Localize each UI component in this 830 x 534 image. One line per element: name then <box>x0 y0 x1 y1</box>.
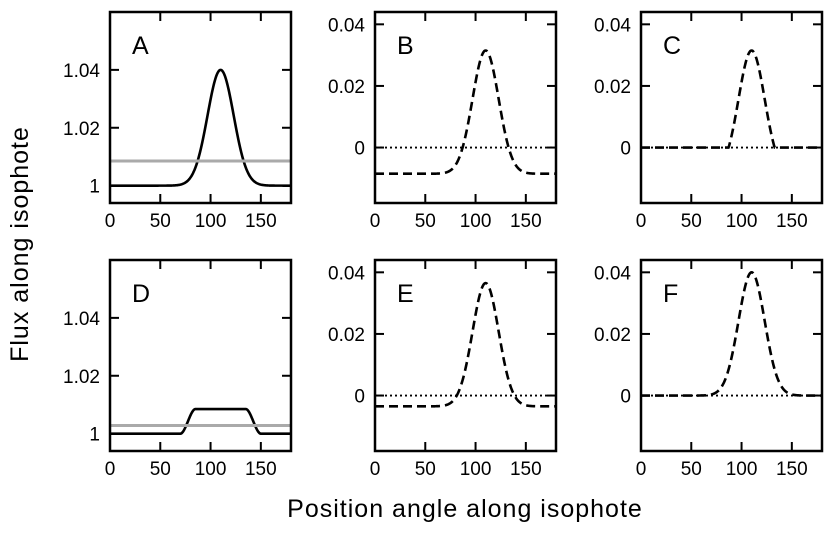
ytick-label-f-0: 0 <box>620 387 631 408</box>
series-group-e <box>375 281 556 408</box>
panel-label-c: C <box>663 32 681 60</box>
xtick-label-f-0: 0 <box>636 459 647 480</box>
frame-d <box>108 258 293 453</box>
ytick-label-e-0: 0 <box>354 387 365 408</box>
ytick-label-c-2: 0.04 <box>594 15 631 36</box>
panel-label-b: B <box>397 32 414 60</box>
ytick-label-d-2: 1.04 <box>63 309 100 330</box>
xtick-label-b-0: 0 <box>370 211 381 232</box>
xtick-label-d-2: 100 <box>195 459 227 480</box>
ytick-label-d-1: 1.02 <box>63 367 100 388</box>
series-group-d <box>110 407 291 435</box>
panel-label-a: A <box>132 32 149 60</box>
ytick-label-c-0: 0 <box>620 139 631 160</box>
xtick-label-e-3: 150 <box>510 459 542 480</box>
xtick-label-e-2: 100 <box>460 459 492 480</box>
ytick-label-b-2: 0.04 <box>328 15 365 36</box>
xtick-label-e-0: 0 <box>370 459 381 480</box>
xtick-label-d-1: 50 <box>150 459 171 480</box>
ytick-label-a-1: 1.02 <box>63 119 100 140</box>
frame-b <box>373 10 558 205</box>
xtick-label-f-1: 50 <box>681 459 702 480</box>
xtick-label-a-2: 100 <box>195 211 227 232</box>
xtick-label-c-0: 0 <box>636 211 647 232</box>
series-a-1 <box>110 68 291 187</box>
panel-b: 0 50 100 150 0 0.02 0.04 B <box>328 10 558 232</box>
frame-a <box>108 10 293 205</box>
xtick-label-b-2: 100 <box>460 211 492 232</box>
panel-f: 0 50 100 150 0 0.02 0.04 F <box>594 258 824 480</box>
ytick-label-a-0: 1 <box>89 177 100 198</box>
xtick-label-a-0: 0 <box>105 211 116 232</box>
panel-c: 0 50 100 150 0 0.02 0.04 C <box>594 10 824 232</box>
xtick-label-f-3: 150 <box>776 459 808 480</box>
series-b-1 <box>375 49 556 176</box>
xtick-label-f-2: 100 <box>726 459 758 480</box>
y-axis-title: Flux along isophote <box>6 126 34 362</box>
series-e-1 <box>375 281 556 408</box>
panel-label-d: D <box>132 280 150 308</box>
xtick-label-c-2: 100 <box>726 211 758 232</box>
series-d-1 <box>110 407 291 435</box>
ytick-label-e-2: 0.04 <box>328 263 365 284</box>
xtick-label-d-0: 0 <box>105 459 116 480</box>
xtick-label-c-1: 50 <box>681 211 702 232</box>
frame-f <box>639 258 824 453</box>
x-axis-title: Position angle along isophote <box>287 495 643 523</box>
ytick-label-f-2: 0.04 <box>594 263 631 284</box>
series-group-f <box>641 270 822 397</box>
ytick-label-c-1: 0.02 <box>594 77 631 98</box>
series-group-c <box>641 49 822 149</box>
xtick-label-e-1: 50 <box>415 459 436 480</box>
ytick-label-f-1: 0.02 <box>594 325 631 346</box>
xtick-label-b-1: 50 <box>415 211 436 232</box>
series-group-b <box>375 49 556 176</box>
frame-c <box>639 10 824 205</box>
ytick-label-a-2: 1.04 <box>63 61 100 82</box>
panel-d: 0 50 100 150 1 1.02 1.04 D <box>63 258 293 480</box>
ytick-label-d-0: 1 <box>89 425 100 446</box>
panel-label-e: E <box>397 280 414 308</box>
xtick-label-a-3: 150 <box>245 211 277 232</box>
xtick-label-c-3: 150 <box>776 211 808 232</box>
xtick-label-b-3: 150 <box>510 211 542 232</box>
series-c-1 <box>641 49 822 149</box>
ytick-label-b-1: 0.02 <box>328 77 365 98</box>
series-group-a <box>110 68 291 187</box>
panel-label-f: F <box>663 280 678 308</box>
xtick-label-d-3: 150 <box>245 459 277 480</box>
panel-a: 0 50 100 150 1 1.02 1.04 A <box>63 10 293 232</box>
xtick-label-a-1: 50 <box>150 211 171 232</box>
ytick-label-b-0: 0 <box>354 139 365 160</box>
panel-e: 0 50 100 150 0 0.02 0.04 E <box>328 258 558 480</box>
frame-e <box>373 258 558 453</box>
ytick-label-e-1: 0.02 <box>328 325 365 346</box>
